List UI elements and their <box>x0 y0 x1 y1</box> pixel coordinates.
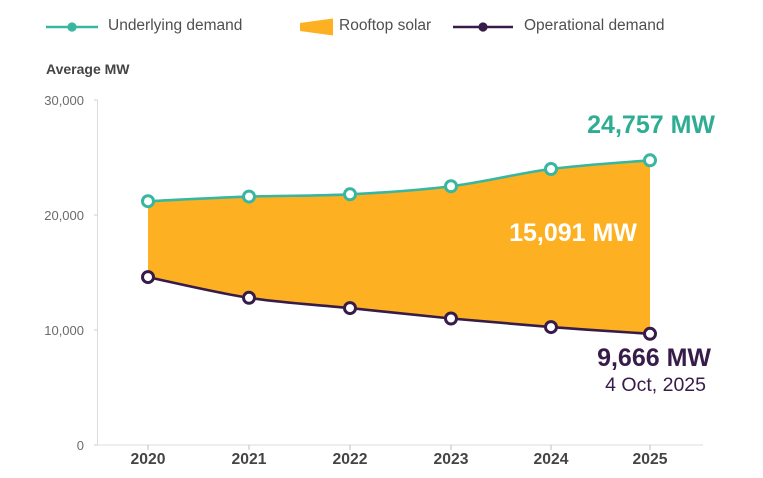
svg-text:30,000: 30,000 <box>44 93 84 108</box>
svg-text:2024: 2024 <box>534 451 569 468</box>
svg-text:4 Oct, 2025: 4 Oct, 2025 <box>605 374 706 396</box>
svg-text:2023: 2023 <box>434 451 469 468</box>
svg-text:24,757 MW: 24,757 MW <box>587 111 715 139</box>
svg-text:2022: 2022 <box>333 451 368 468</box>
svg-text:2021: 2021 <box>232 451 267 468</box>
svg-text:0: 0 <box>77 438 84 453</box>
svg-text:10,000: 10,000 <box>44 323 84 338</box>
svg-text:15,091 MW: 15,091 MW <box>509 219 637 247</box>
svg-text:20,000: 20,000 <box>44 208 84 223</box>
svg-text:9,666 MW: 9,666 MW <box>597 344 711 372</box>
svg-text:2025: 2025 <box>633 451 668 468</box>
svg-text:2020: 2020 <box>131 451 166 468</box>
